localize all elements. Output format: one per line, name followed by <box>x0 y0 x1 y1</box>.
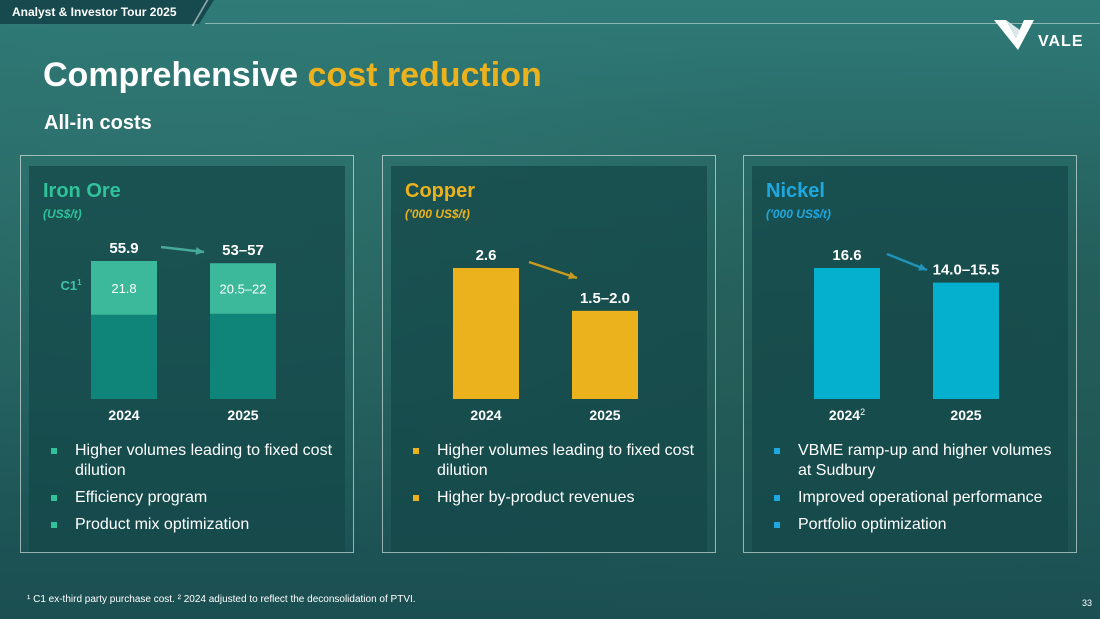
panel-title: Iron Ore <box>43 180 121 202</box>
panel-unit: (US$/t) <box>43 207 82 221</box>
tour-label: Analyst & Investor Tour 2025 <box>0 0 214 24</box>
c1-value-label: 20.5–22 <box>220 282 267 297</box>
title-accent: cost reduction <box>307 56 542 94</box>
bullet-marker <box>51 495 57 501</box>
category-label: 20242 <box>829 407 865 423</box>
bar <box>572 310 638 399</box>
value-label: 16.6 <box>832 247 861 264</box>
c1-value-label: 21.8 <box>111 281 136 296</box>
vale-logo-mark <box>994 20 1034 50</box>
vale-logo-accent <box>1006 20 1020 38</box>
trend-arrow-shaft <box>528 260 578 280</box>
bullet-list: VBME ramp-up and higher volumes at Sudbu… <box>772 441 1062 542</box>
bar <box>933 282 999 399</box>
bullet-item: Portfolio optimization <box>772 515 1062 535</box>
value-label: 2.6 <box>476 247 497 264</box>
bar-other-costs <box>210 313 276 399</box>
category-footnote-marker: 2 <box>860 407 865 417</box>
page-title: Comprehensive cost reduction <box>43 56 542 95</box>
bullet-marker <box>51 522 57 528</box>
bullet-text: Improved operational performance <box>798 489 1043 506</box>
bullet-text: Product mix optimization <box>75 516 250 533</box>
bullet-item: Higher by-product revenues <box>411 488 701 508</box>
bullet-item: VBME ramp-up and higher volumes at Sudbu… <box>772 441 1062 481</box>
trend-arrow-head <box>568 271 577 280</box>
total-value-label: 53–57 <box>222 242 264 259</box>
trend-arrow-head <box>195 247 204 255</box>
bullet-marker <box>774 522 780 528</box>
value-label: 14.0–15.5 <box>933 262 1000 279</box>
bullet-item: Product mix optimization <box>49 515 339 535</box>
bullet-list: Higher volumes leading to fixed cost dil… <box>49 441 339 542</box>
vale-logo <box>994 20 1034 50</box>
bullet-item: Higher volumes leading to fixed cost dil… <box>49 441 339 481</box>
panel-unit: ('000 US$/t) <box>766 207 831 221</box>
bullet-item: Improved operational performance <box>772 488 1062 508</box>
bullet-text: Portfolio optimization <box>798 516 947 533</box>
vale-logo-text: VALE <box>1038 33 1084 50</box>
c1-footnote-marker: 1 <box>77 278 82 287</box>
category-label: 2024 <box>470 407 501 423</box>
panel-nickel: Nickel ('000 US$/t) 16.6 20242 14.0–15.5 20… <box>743 155 1077 553</box>
bar-c1 <box>210 263 276 314</box>
bar-c1 <box>91 261 157 315</box>
panel-copper: Copper ('000 US$/t) 2.6 2024 1.5–2.0 2025 H… <box>382 155 716 553</box>
bullet-text: Higher by-product revenues <box>437 489 635 506</box>
page-subtitle: All-in costs <box>44 112 152 134</box>
panel-background <box>29 166 345 552</box>
bullet-text: VBME ramp-up and higher volumes at Sudbu… <box>798 442 1052 479</box>
c1-series-label: C11 <box>60 278 82 293</box>
category-label: 2025 <box>950 407 981 423</box>
page-number: 33 <box>1081 598 1092 608</box>
bullet-text: Efficiency program <box>75 489 208 506</box>
panel-background <box>391 166 707 552</box>
panel-iron-ore: Iron Ore (US$/t) 21.8 55.9 2024 20.5–22 53–5… <box>20 155 354 553</box>
category-label: 2025 <box>227 407 258 423</box>
panel-background <box>752 166 1068 552</box>
title-main: Comprehensive <box>43 56 308 94</box>
value-label: 1.5–2.0 <box>580 290 630 307</box>
footnote: ¹ C1 ex-third party purchase cost. ² 202… <box>27 594 416 605</box>
iron-ore-chart: 21.8 55.9 2024 20.5–22 53–57 2025 C11 <box>60 240 276 423</box>
panel-title: Copper <box>405 180 475 202</box>
total-value-label: 55.9 <box>109 240 138 257</box>
bullet-marker <box>774 448 780 454</box>
header-line <box>205 23 1100 24</box>
bullet-marker <box>774 495 780 501</box>
bullet-text: Higher volumes leading to fixed cost dil… <box>437 442 695 479</box>
bullet-marker <box>413 448 419 454</box>
bar <box>453 268 519 399</box>
bullet-text: Higher volumes leading to fixed cost dil… <box>75 442 333 479</box>
category-label: 2024 <box>108 407 139 423</box>
bullet-marker <box>51 448 57 454</box>
panel-unit: ('000 US$/t) <box>405 207 470 221</box>
nickel-chart: 16.6 20242 14.0–15.5 2025 <box>814 247 1000 423</box>
bullet-list: Higher volumes leading to fixed cost dil… <box>411 441 701 515</box>
copper-chart: 2.6 2024 1.5–2.0 2025 <box>453 247 638 423</box>
bullet-marker <box>413 495 419 501</box>
panel-title: Nickel <box>766 180 825 202</box>
bullet-item: Efficiency program <box>49 488 339 508</box>
bar <box>814 268 880 399</box>
trend-arrow-head <box>918 263 927 271</box>
category-label: 2025 <box>589 407 620 423</box>
bar-other-costs <box>91 314 157 399</box>
bullet-item: Higher volumes leading to fixed cost dil… <box>411 441 701 481</box>
